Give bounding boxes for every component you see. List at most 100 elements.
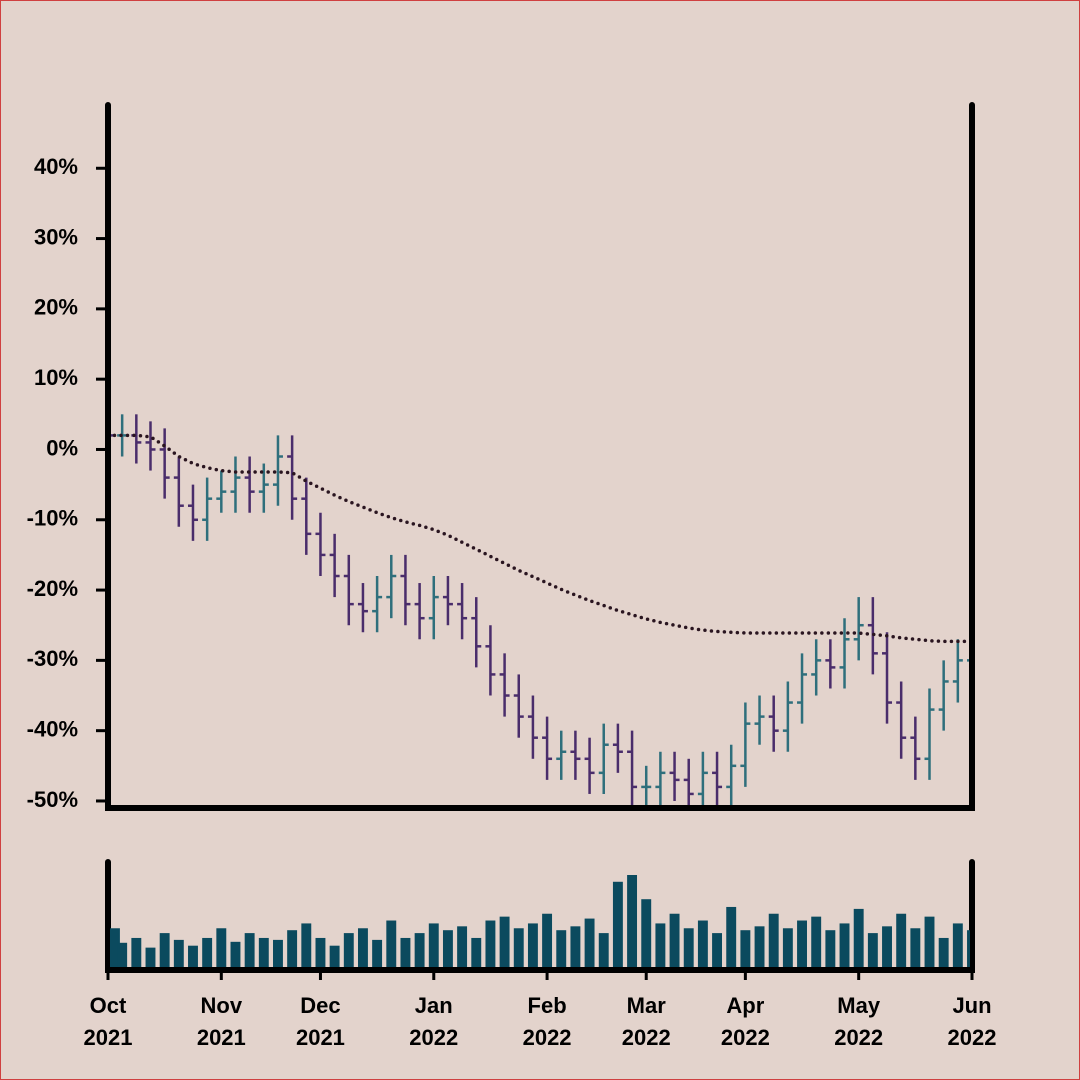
volume-bar [825,930,836,967]
plot-area [108,407,972,808]
volume-bar [230,941,241,967]
volume-bar [726,906,737,967]
price-frame [105,102,975,811]
volume-bar [598,933,609,967]
volume-bar [414,933,425,967]
volume-bar [669,913,680,967]
volume-bar [343,933,354,967]
y-tick-label: -20% [27,576,78,601]
y-tick-label: 30% [34,224,78,249]
volume-bar [159,933,170,967]
y-tick-label: 0% [46,435,78,460]
volume-bar [527,923,538,967]
y-tick-label: -10% [27,506,78,531]
y-tick-label: -50% [27,787,78,812]
x-tick-label-line: 2021 [84,1025,133,1050]
volume-bar [357,928,368,967]
y-tick-label: -30% [27,646,78,671]
volume-bar [428,923,439,967]
volume-bar [839,923,850,967]
volume-bar [173,939,184,967]
x-tick-label-line: 2022 [721,1025,770,1050]
y-tick-label: 10% [34,365,78,390]
y-tick-label: 40% [34,154,78,179]
x-tick-label: Mar 2022 [622,993,671,1050]
volume-bar [471,937,482,967]
volume-bar [202,937,213,967]
x-tick-label-line: 2021 [296,1025,345,1050]
volume-bar [499,916,510,967]
volume-bar [273,939,283,967]
x-tick-label-line: Jan [415,993,453,1018]
x-tick-label: Nov 2021 [197,993,246,1050]
x-tick-label-line: Oct [90,993,127,1018]
volume-bar [754,926,765,967]
x-tick-label: Oct 2021 [84,993,133,1050]
volume-bar [896,913,907,967]
volume-bar [457,926,468,967]
moving-average [108,433,972,644]
x-tick-label-line: 2022 [409,1025,458,1050]
volume-bar [117,942,128,967]
x-tick-label-line: 2022 [622,1025,671,1050]
volume-bar [145,947,156,967]
x-tick-label-line: Jun [952,993,991,1018]
volume-bar [655,923,666,967]
volume-bar [867,933,878,967]
x-tick-label-line: May [837,993,881,1018]
x-tick-label-line: Dec [300,993,340,1018]
volume-bar [556,930,567,967]
volume-bar [627,875,638,967]
y-tick-label: -40% [27,716,78,741]
volume-bar [938,937,949,967]
x-tick-label: Feb 2022 [523,993,572,1050]
volume-bar [641,899,652,967]
volume-bar [372,939,383,967]
volume-bar [131,937,142,967]
volume-frame [105,859,975,973]
volume-bar [258,937,269,967]
volume-bar [442,930,453,967]
volume-bar [967,930,970,967]
x-tick-label-line: Apr [726,993,764,1018]
x-tick-label: Dec 2021 [296,993,345,1050]
volume-bar [110,928,120,967]
volume-bar [740,930,751,967]
volume-bar [287,930,298,967]
x-tick-label-line: 2022 [948,1025,997,1050]
volume-bar [584,918,595,967]
volume-bar [882,926,892,967]
y-tick-label: 20% [34,295,78,320]
x-tick-label-line: 2021 [197,1025,246,1050]
volume-bar [910,928,921,967]
volume-bar [542,913,553,967]
volume-bar [216,928,227,967]
x-tick-label-line: Mar [627,993,667,1018]
volume-bar [683,928,694,967]
x-tick-label: Jun 2022 [948,993,997,1050]
volume-bar [400,937,411,967]
x-tick-label: Apr 2022 [721,993,770,1050]
x-tick-label: May 2022 [834,993,883,1050]
volume-bar [782,928,793,967]
x-tick-label-line: Feb [528,993,567,1018]
volume-bar [485,920,496,967]
volume-bar [386,920,397,967]
volume-bar [697,920,708,967]
volume-bar [712,933,723,967]
volume-bar [612,881,623,967]
volume-bar [513,928,524,967]
volume-bar [301,923,312,967]
volume-bar [570,926,581,967]
x-tick-label-line: Nov [201,993,243,1018]
volume-bar [244,933,255,967]
x-tick-label: Jan 2022 [409,993,458,1050]
volume-bar [315,937,326,967]
volume-bar [797,920,807,967]
volume-bar [768,913,779,967]
volume-bar [924,916,935,967]
volume-bar [329,945,340,967]
volume-bar [853,908,864,967]
